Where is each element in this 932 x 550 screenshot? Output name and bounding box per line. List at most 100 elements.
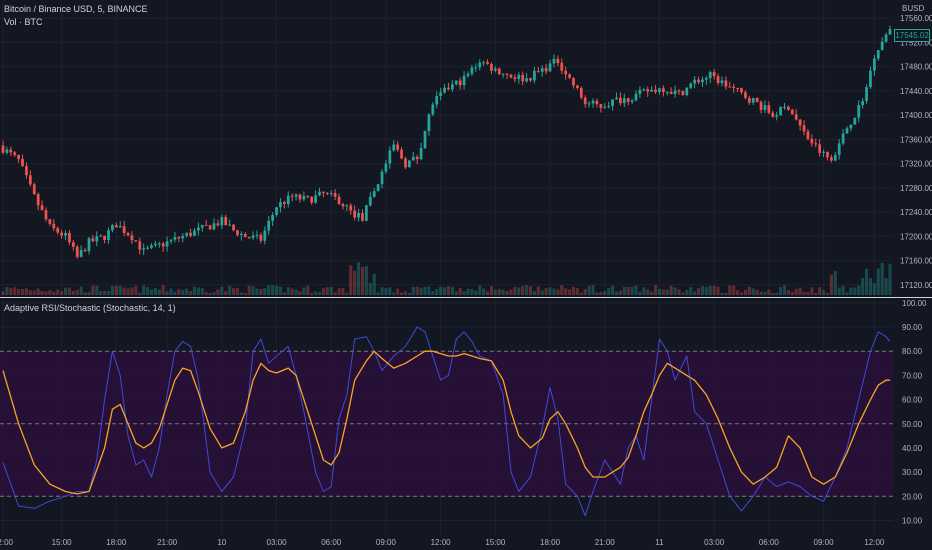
candle-body [458,80,462,86]
time-tick-label: 12:00 [0,538,14,547]
volume-bar [568,289,572,295]
volume-bar [618,290,622,295]
candle-body [513,77,517,80]
symbol-title[interactable]: Bitcoin / Binance USD, 5, BINANCE [4,4,148,14]
price-tick-label: 17120.00 [900,281,932,290]
candle-body [615,97,618,100]
candle-body [884,34,888,42]
candle-body [60,232,63,236]
volume-bar [114,285,118,295]
volume-bar [689,287,693,295]
candle-body [873,58,876,71]
volume-bar [118,285,122,295]
candle-body [427,114,431,131]
candle-body [165,241,169,247]
volume-bar [79,286,83,295]
candle-body [619,97,622,104]
volume-bar [5,286,9,295]
price-tick-label: 17400.00 [900,111,932,120]
candle-body [724,80,728,87]
candle-body [736,87,739,89]
volume-bar [482,288,486,295]
price-tick-label: 17240.00 [900,208,932,217]
time-tick-label: 09:00 [814,538,835,547]
candle-body [556,58,560,64]
candle-body [294,194,298,197]
candle-body [493,68,497,71]
candle-body [525,78,528,82]
volume-bar [157,289,161,295]
oscillator-axis[interactable]: 10.00 20.00 30.00 40.00 50.00 60.00 70.00 80.00… [902,299,927,526]
candle-body [302,195,306,200]
time-tick-label: 18:00 [540,538,561,547]
volume-bar [790,291,794,295]
volume-bar [13,287,17,295]
volume-bar [204,291,208,295]
volume-bar [880,262,884,295]
candle-body [177,237,181,239]
candle-body [99,235,103,237]
volume-bar [282,292,286,295]
volume-bar [513,286,517,295]
volume-bar [767,289,771,295]
time-tick-label: 06:00 [759,538,780,547]
volume-bar [739,292,744,295]
volume-bar [235,287,240,295]
candle-body [486,62,489,65]
candle-body [658,88,661,93]
volume-bar [466,288,470,295]
candle-body [107,230,110,240]
candle-body [810,138,814,144]
oscillator-tick-label: 30.00 [902,468,923,477]
volume-bar [122,287,126,295]
volume-bar [306,285,310,295]
volume-bar [302,287,306,295]
volume-bar [17,289,21,295]
candle-body [665,91,669,93]
volume-bar [673,287,677,295]
candle-body [861,101,865,106]
volume-bar [9,287,13,295]
volume-bar [485,291,490,295]
candle-body [790,109,794,115]
volume-bar [134,285,138,295]
volume-bar [759,291,763,295]
volume-bar [415,286,419,295]
volume-bar [528,286,533,295]
candle-body [466,73,470,76]
volume-bar [24,288,29,295]
candle-body [154,243,157,246]
candle-body [142,248,146,250]
candle-body [224,217,228,226]
candle-body [638,89,642,94]
time-tick-label: 21:00 [157,538,178,547]
candle-body [564,70,568,75]
volume-bar [630,286,634,295]
candle-body [271,214,274,221]
candle-body [454,80,458,85]
volume-bar [450,286,454,295]
candle-body [114,225,118,228]
price-axis[interactable]: 17120.00 17160.00 17200.00 17240.00 17280.00… [900,14,932,290]
candle-body [193,230,196,236]
candle-body [392,144,396,151]
volume-bar [442,287,447,295]
candle-body [587,103,591,105]
volume-label[interactable]: Vol · BTC [4,17,43,27]
oscillator-tick-label: 70.00 [902,371,923,380]
candle-body [9,149,13,153]
indicator-title[interactable]: Adaptive RSI/Stochastic (Stochastic, 14,… [4,303,176,313]
candle-body [423,130,427,149]
time-axis[interactable]: 12:00 15:00 18:00 21:00 10 03:00 06:00 09:00 12:… [0,538,885,547]
time-tick-label: 10 [217,538,226,547]
volume-bar [337,288,341,295]
volume-bar [192,286,197,295]
volume-histogram [1,262,892,295]
volume-bar [267,285,271,295]
candle-body [169,239,173,242]
volume-bar [1,291,5,295]
candle-body [220,217,224,226]
volume-bar [407,292,411,295]
volume-bar [474,290,478,295]
candle-body [450,84,454,90]
